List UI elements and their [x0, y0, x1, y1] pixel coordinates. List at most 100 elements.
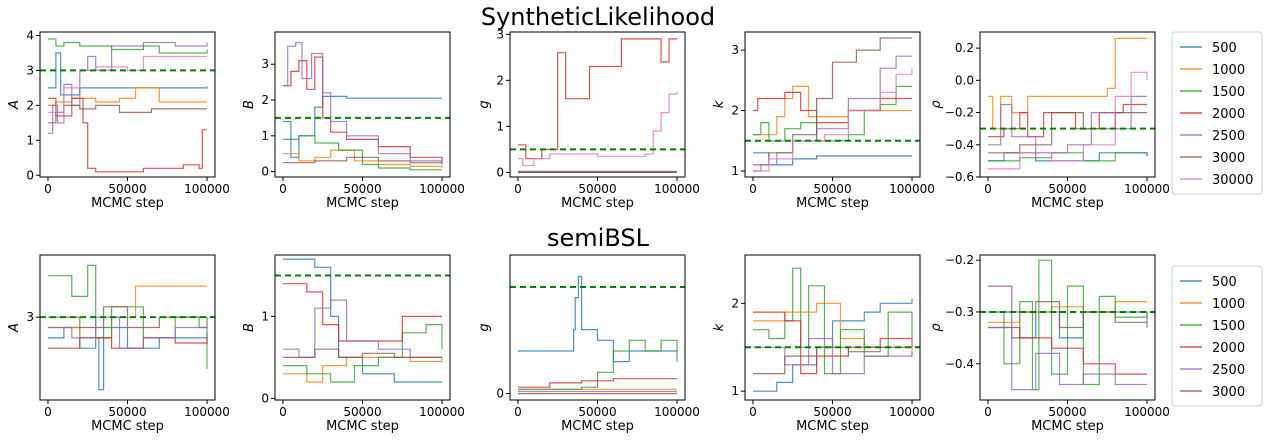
series-line-500: [283, 95, 442, 158]
legend-label: 1500: [1212, 85, 1245, 100]
x-tick-label: 0: [514, 405, 522, 419]
series-line-30000: [518, 91, 678, 167]
x-tick-label: 50000: [1048, 182, 1086, 196]
legend-label: 3000: [1212, 151, 1245, 166]
series-group: [988, 259, 1148, 391]
x-tick-label: 100000: [889, 182, 935, 196]
x-axis-label: MCMC step: [796, 196, 869, 211]
y-tick-label: 2: [26, 98, 34, 112]
series-line-3000: [753, 346, 912, 375]
x-tick-label: 0: [514, 182, 522, 196]
x-tick-label: 50000: [108, 182, 146, 196]
y-tick-label: 2: [731, 104, 739, 118]
x-tick-label: 0: [984, 405, 992, 419]
x-tick-label: 50000: [343, 182, 381, 196]
x-axis-label: MCMC step: [326, 419, 399, 434]
legend-label: 2500: [1212, 129, 1245, 144]
x-axis-label: MCMC step: [91, 419, 164, 434]
x-axis-label: MCMC step: [796, 419, 869, 434]
series-group: [283, 42, 443, 171]
series-line-2500: [48, 316, 207, 349]
series-group: [518, 38, 678, 173]
y-tick-label: 0.0: [955, 73, 974, 87]
panel-0-0: 0 50000 100000 0 1 2 3 4 MCMC step A: [7, 28, 230, 211]
x-tick-label: 100000: [654, 405, 700, 419]
y-tick-label: 2: [496, 73, 504, 87]
y-tick-label: 1: [261, 129, 269, 143]
y-tick-label: 0: [261, 391, 269, 405]
series-group: [48, 264, 208, 391]
series-line-30000: [48, 55, 207, 113]
y-tick-label: −0.4: [945, 357, 974, 371]
x-tick-label: 50000: [813, 182, 851, 196]
x-tick-label: 0: [984, 182, 992, 196]
x-tick-label: 100000: [889, 405, 935, 419]
series-line-2000: [283, 283, 442, 342]
x-tick-label: 100000: [1124, 405, 1170, 419]
y-tick-label: 2: [261, 93, 269, 107]
series-group: [988, 37, 1148, 170]
series-line-2500: [283, 42, 443, 165]
y-tick-label: 3: [496, 27, 504, 41]
y-tick-label: 1: [731, 164, 739, 178]
series-line-1000: [48, 87, 207, 106]
legend-label: 2500: [1212, 363, 1245, 378]
y-tick-label: 0.2: [955, 41, 974, 55]
series-line-30000: [753, 68, 913, 172]
series-line-1500: [988, 152, 1148, 162]
x-axis-label: MCMC step: [326, 196, 399, 211]
x-tick-label: 0: [279, 182, 287, 196]
panel-0-3: 0 50000 100000 1 2 3 MCMC step k: [712, 31, 935, 211]
x-tick-label: 0: [44, 405, 52, 419]
x-axis-label: MCMC step: [561, 419, 634, 434]
y-axis-label: k: [712, 323, 727, 331]
y-tick-label: 0: [261, 165, 269, 179]
x-tick-label: 50000: [343, 405, 381, 419]
panel-0-4: 0 50000 100000 −0.6 −0.4 −0.2 0.0 0.2 MCMC step ρ: [929, 31, 1170, 211]
x-axis-label: MCMC step: [91, 196, 164, 211]
x-tick-label: 0: [749, 182, 757, 196]
series-group: [48, 38, 208, 173]
series-group: [753, 37, 913, 172]
y-tick-label: −0.3: [945, 305, 974, 319]
series-line-500: [283, 258, 442, 383]
legend-label: 1500: [1212, 319, 1245, 334]
x-tick-label: 100000: [184, 182, 230, 196]
panel-0-1: 0 50000 100000 0 1 2 3 MCMC step B: [242, 31, 465, 211]
series-group: [518, 275, 678, 395]
x-tick-label: 100000: [1124, 182, 1170, 196]
series-line-3000: [283, 348, 442, 358]
y-tick-label: 0: [496, 165, 504, 179]
panel-0-2: 0 50000 100000 0 1 2 3 MCMC step g: [477, 27, 700, 211]
legend-top: 500 1000 1500 2000 2500 3000 30000: [1171, 31, 1263, 195]
x-axis-label: MCMC step: [1031, 419, 1104, 434]
x-tick-label: 0: [44, 182, 52, 196]
y-tick-label: 3: [731, 43, 739, 57]
legend-label: 1000: [1212, 297, 1245, 312]
y-tick-label: 2: [731, 296, 739, 310]
y-tick-label: −0.6: [945, 170, 974, 184]
y-tick-label: −0.4: [945, 138, 974, 152]
series-line-2000: [48, 97, 207, 173]
x-tick-label: 50000: [578, 405, 616, 419]
series-line-1500: [518, 339, 678, 390]
row-title-top: SyntheticLikelihood: [481, 3, 715, 31]
series-line-1000: [283, 356, 443, 383]
legend-box: [1171, 265, 1263, 407]
y-tick-label: 3: [26, 63, 34, 77]
legend-label: 500: [1212, 41, 1237, 56]
x-tick-label: 100000: [419, 405, 465, 419]
series-line-3000: [753, 37, 912, 166]
legends: 500 1000 1500 2000 2500 3000 30000 500 1000 1500 2…: [1171, 31, 1263, 407]
series-line-2500: [283, 299, 442, 358]
series-line-3000: [988, 285, 1147, 329]
panel-1-0: 0 50000 100000 3 MCMC step A: [7, 254, 230, 434]
legend-label: 2000: [1212, 341, 1245, 356]
y-axis-label: ρ: [929, 323, 944, 332]
y-axis-label: k: [712, 100, 727, 108]
legend-label: 2000: [1212, 107, 1245, 122]
legend-label: 3000: [1212, 385, 1245, 400]
series-line-30000: [988, 71, 1148, 170]
